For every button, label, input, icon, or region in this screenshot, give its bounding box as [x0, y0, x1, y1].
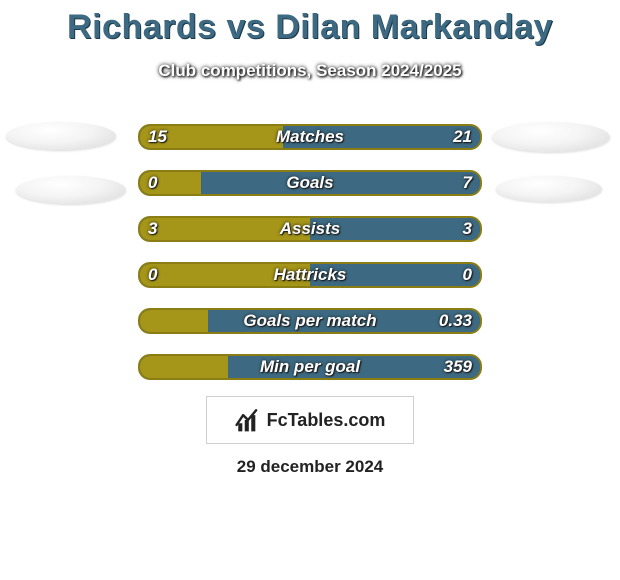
- avatar-left-1: [6, 122, 116, 150]
- page-title: Richards vs Dilan Markanday: [0, 0, 620, 47]
- stat-row: 359Min per goal: [0, 354, 620, 380]
- avatar-right-1: [492, 122, 610, 152]
- stat-row: 33Assists: [0, 216, 620, 242]
- stat-row: 0.33Goals per match: [0, 308, 620, 334]
- stat-row: 00Hattricks: [0, 262, 620, 288]
- avatar-right-2: [496, 176, 602, 202]
- fctables-logo: FcTables.com: [206, 396, 414, 444]
- date-label: 29 december 2024: [0, 457, 620, 477]
- bar-chart-icon: [235, 407, 261, 433]
- stat-label: Goals per match: [138, 308, 482, 334]
- page-subtitle: Club competitions, Season 2024/2025: [0, 61, 620, 81]
- stat-label: Min per goal: [138, 354, 482, 380]
- stat-label: Matches: [138, 124, 482, 150]
- avatar-left-2: [16, 176, 126, 204]
- logo-text: FcTables.com: [267, 410, 386, 431]
- stat-label: Assists: [138, 216, 482, 242]
- stat-label: Hattricks: [138, 262, 482, 288]
- stat-label: Goals: [138, 170, 482, 196]
